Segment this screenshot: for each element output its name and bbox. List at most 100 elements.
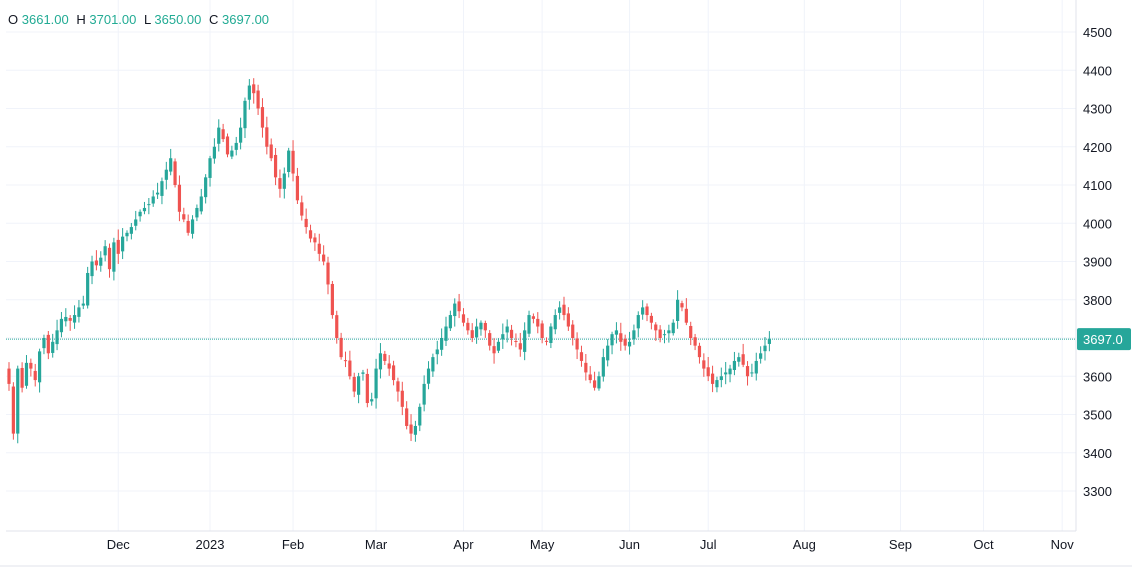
candle-body bbox=[291, 150, 295, 174]
candle-body bbox=[282, 173, 286, 189]
candle-body bbox=[662, 334, 667, 336]
candle bbox=[426, 361, 431, 390]
candle-body bbox=[164, 169, 168, 180]
candle-body bbox=[531, 316, 535, 319]
candle bbox=[190, 215, 195, 239]
candle-body bbox=[509, 329, 514, 338]
candle bbox=[741, 343, 745, 368]
candle-body bbox=[597, 376, 601, 389]
candle-body bbox=[527, 315, 531, 334]
candle-body bbox=[260, 107, 265, 128]
candle-body bbox=[654, 324, 658, 331]
y-tick-label: 4500 bbox=[1083, 25, 1112, 40]
candle-body bbox=[208, 158, 212, 178]
candle-body bbox=[763, 345, 767, 352]
x-tick-label: May bbox=[530, 537, 555, 552]
candle bbox=[597, 371, 601, 391]
open-value: 3661.00 bbox=[21, 12, 69, 27]
last-price-badge-bg bbox=[1077, 328, 1131, 351]
candle bbox=[719, 367, 723, 388]
x-axis-labels: Dec 2023 Feb Mar Apr May Jun Jul Aug Sep Oct Nov bbox=[107, 537, 1075, 552]
candle-body bbox=[671, 322, 675, 334]
candle-body bbox=[649, 315, 653, 323]
candle bbox=[107, 243, 112, 278]
candle-body bbox=[505, 326, 509, 333]
candle-body bbox=[326, 262, 330, 285]
candle bbox=[177, 175, 182, 222]
candle-body bbox=[239, 127, 243, 143]
candle-body bbox=[335, 315, 339, 338]
candles-layer bbox=[7, 78, 771, 444]
candle bbox=[265, 116, 269, 155]
candle-body bbox=[247, 85, 251, 100]
candle bbox=[645, 303, 649, 322]
candle-body bbox=[759, 353, 763, 359]
candle-body bbox=[177, 184, 182, 212]
candle bbox=[579, 345, 584, 367]
candle bbox=[509, 324, 514, 346]
candle-body bbox=[680, 303, 684, 308]
candle bbox=[282, 167, 286, 199]
candle-body bbox=[767, 339, 771, 344]
candle-body bbox=[387, 363, 391, 369]
candle-body bbox=[610, 334, 614, 346]
candle bbox=[256, 84, 260, 115]
candle-body bbox=[77, 307, 81, 317]
candle-body bbox=[588, 374, 592, 381]
candle-body bbox=[396, 381, 400, 392]
candle bbox=[715, 376, 719, 393]
candle-body bbox=[619, 333, 623, 342]
candle-body bbox=[592, 380, 597, 388]
candle-body bbox=[352, 376, 356, 392]
candle bbox=[387, 355, 391, 376]
candle bbox=[169, 148, 173, 176]
candle-body bbox=[479, 322, 483, 330]
candle-body bbox=[72, 315, 77, 323]
candle-body bbox=[558, 307, 562, 313]
candle-body bbox=[59, 318, 64, 333]
candle-body bbox=[400, 390, 404, 407]
candle bbox=[247, 79, 251, 110]
candle bbox=[697, 342, 702, 364]
candle-body bbox=[745, 366, 750, 377]
candle-body bbox=[273, 154, 278, 178]
candle bbox=[654, 322, 658, 341]
candle bbox=[680, 300, 684, 312]
candle bbox=[339, 332, 343, 360]
candle bbox=[527, 310, 531, 338]
low-value: 3650.00 bbox=[154, 12, 202, 27]
candle-body bbox=[142, 207, 147, 212]
candle-body bbox=[702, 360, 706, 369]
candle-body bbox=[676, 299, 680, 322]
candle-body bbox=[169, 158, 173, 172]
candle bbox=[667, 324, 671, 343]
candle-body bbox=[697, 345, 702, 358]
candle-body bbox=[737, 357, 741, 362]
last-price-badge: 3697.0 bbox=[1077, 328, 1131, 351]
candle bbox=[11, 382, 15, 440]
x-tick-label: Apr bbox=[453, 537, 474, 552]
candle bbox=[370, 392, 374, 406]
candle bbox=[33, 363, 37, 387]
candle bbox=[470, 323, 474, 343]
candle bbox=[134, 210, 138, 231]
candle-body bbox=[269, 144, 273, 159]
candle-body bbox=[523, 330, 527, 352]
candle bbox=[641, 300, 645, 320]
candle-body bbox=[129, 227, 133, 234]
candle-body bbox=[405, 408, 409, 426]
candle-body bbox=[243, 100, 247, 129]
candle bbox=[29, 358, 33, 377]
candle-body bbox=[64, 316, 68, 322]
candle-body bbox=[199, 196, 203, 212]
candle bbox=[750, 363, 754, 377]
candle-body bbox=[601, 357, 605, 377]
candle bbox=[326, 256, 330, 295]
close-value: 3697.00 bbox=[222, 12, 270, 27]
candle-body bbox=[7, 368, 11, 384]
candle bbox=[317, 233, 321, 262]
candle bbox=[566, 307, 570, 331]
candle-body bbox=[357, 376, 361, 395]
candle-body bbox=[55, 330, 59, 345]
